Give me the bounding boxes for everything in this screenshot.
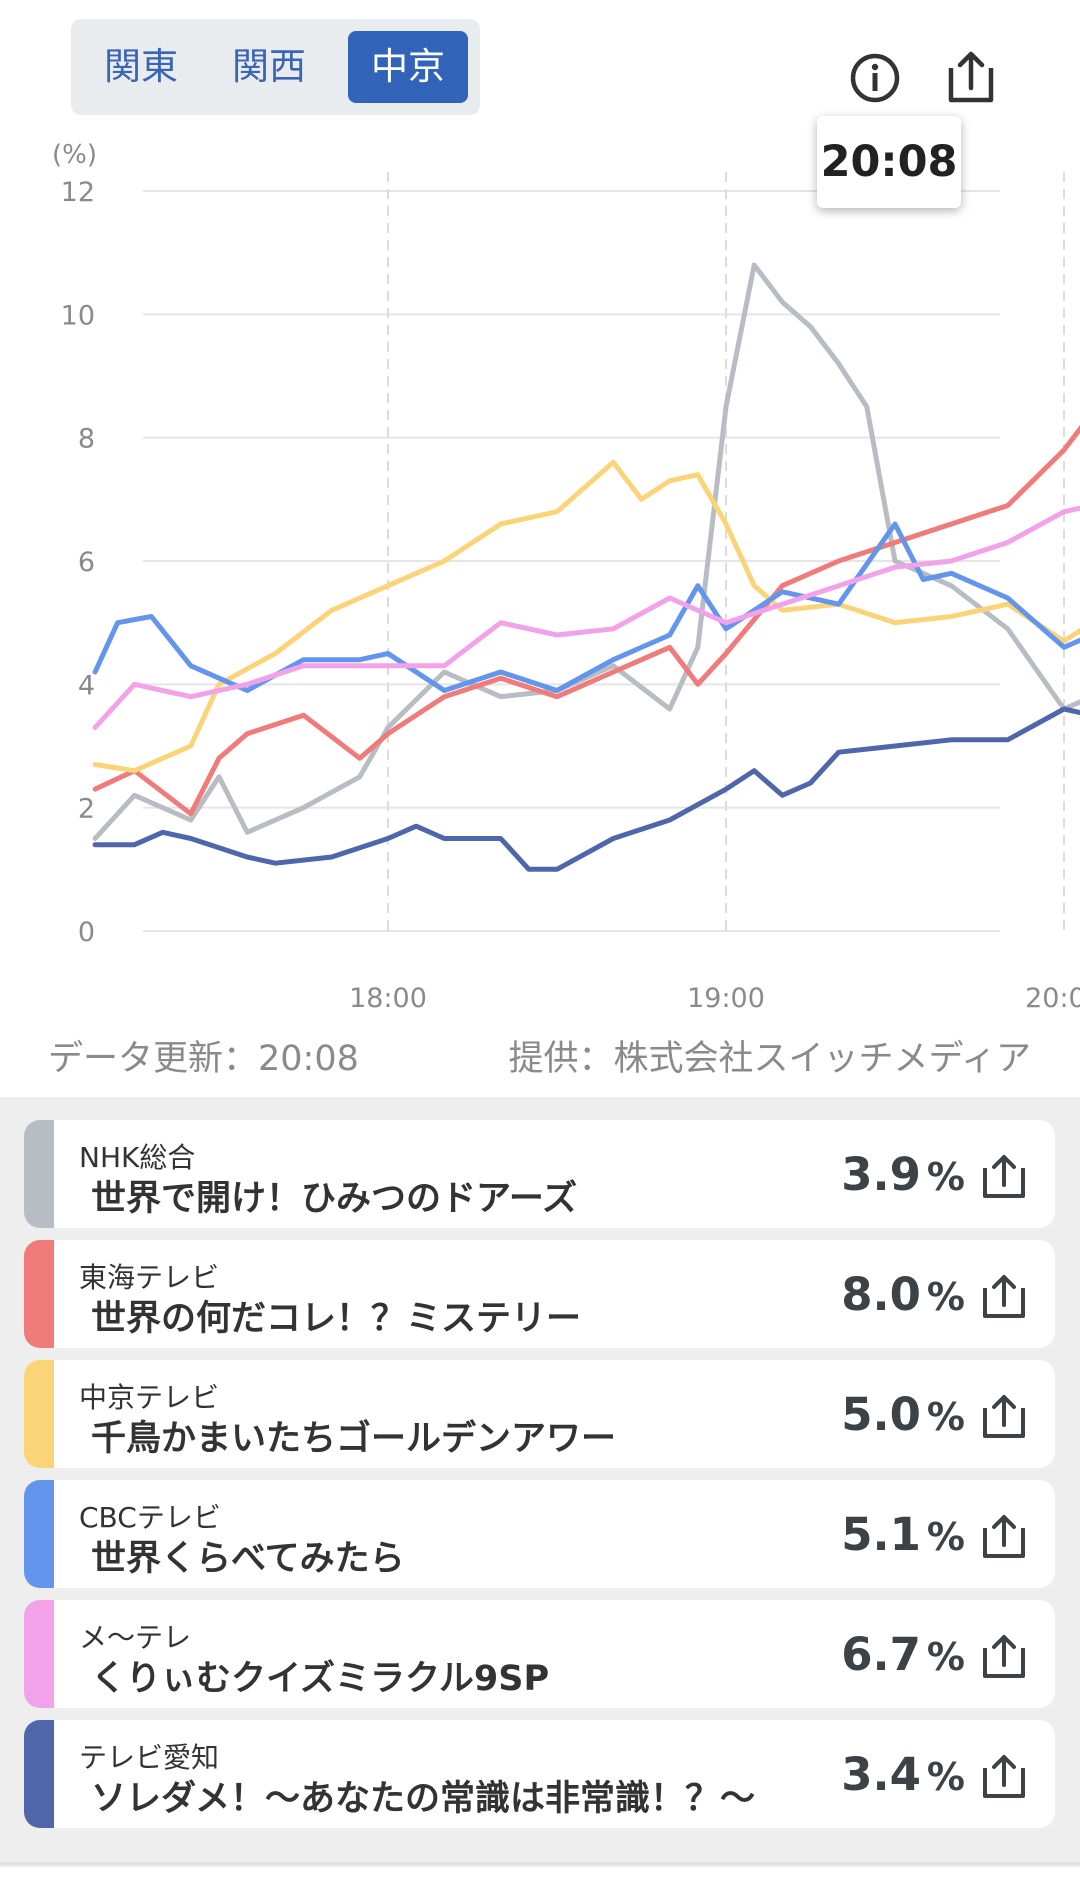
- series-line: [92, 521, 1080, 693]
- y-tick-label: 0: [78, 917, 95, 948]
- program-title: ソレダメ！〜あなたの常識は非常識！？〜: [91, 1779, 755, 1819]
- channel-color-stripe: [24, 1360, 54, 1468]
- time-tooltip: 20:08: [817, 116, 961, 208]
- provider-text: 提供：株式会社スイッチメディア: [508, 1039, 1031, 1079]
- program-card-tvaichi[interactable]: テレビ愛知 ソレダメ！〜あなたの常識は非常識！？〜 3.4%: [24, 1720, 1055, 1828]
- channel-color-stripe: [24, 1120, 54, 1228]
- share-icon[interactable]: [979, 1752, 1029, 1800]
- program-title: 世界で開け！ひみつのドアーズ: [91, 1179, 578, 1219]
- program-list: NHK総合 世界で開け！ひみつのドアーズ 3.9% 東海テレビ 世界の何だコレ！…: [0, 1097, 1080, 1867]
- share-icon[interactable]: [979, 1392, 1029, 1440]
- channel-color-stripe: [24, 1600, 54, 1708]
- y-axis-unit-label: (%): [52, 140, 97, 170]
- bottom-divider: [0, 1862, 1080, 1865]
- rating-value: 5.1%: [841, 1508, 965, 1561]
- channel-color-stripe: [24, 1720, 54, 1828]
- program-title: 千鳥かまいたちゴールデンアワー: [91, 1419, 617, 1459]
- y-tick-label: 8: [78, 424, 95, 455]
- rating-value: 3.9%: [841, 1148, 965, 1201]
- series-line: [92, 505, 1080, 730]
- series-line: [92, 424, 1080, 817]
- ratings-chart: 0 2 4 6 8 10 12 (%) 18:00 19:00 20:00: [52, 140, 1080, 1014]
- channel-name: 中京テレビ: [79, 1381, 220, 1414]
- x-tick-label: 18:00: [349, 983, 427, 1014]
- channel-name: メ〜テレ: [79, 1621, 192, 1654]
- channel-name: 東海テレビ: [79, 1261, 220, 1294]
- series-line: [92, 459, 1080, 774]
- tab-chukyo[interactable]: 中京: [348, 31, 468, 103]
- channel-color-stripe: [24, 1240, 54, 1348]
- info-icon[interactable]: [845, 48, 905, 108]
- y-tick-label: 10: [61, 300, 95, 331]
- channel-name: NHK総合: [79, 1141, 196, 1174]
- rating-value: 5.0%: [841, 1388, 965, 1441]
- y-tick-label: 2: [78, 794, 95, 825]
- program-card-cbc[interactable]: CBCテレビ 世界くらべてみたら 5.1%: [24, 1480, 1055, 1588]
- y-tick-label: 6: [78, 547, 95, 578]
- share-icon[interactable]: [979, 1512, 1029, 1560]
- tab-kansai[interactable]: 関西: [232, 45, 306, 88]
- program-title: 世界の何だコレ！？ミステリー: [91, 1299, 582, 1339]
- data-updated-text: データ更新：20:08: [48, 1039, 359, 1079]
- program-title: 世界くらべてみたら: [91, 1539, 405, 1579]
- series-line: [92, 706, 1080, 872]
- y-tick-label: 12: [61, 177, 95, 208]
- tab-kanto[interactable]: 関東: [104, 45, 178, 88]
- program-card-metele[interactable]: メ〜テレ くりぃむクイズミラクル9SP 6.7%: [24, 1600, 1055, 1708]
- program-card-tokai[interactable]: 東海テレビ 世界の何だコレ！？ミステリー 8.0%: [24, 1240, 1055, 1348]
- x-tick-label: 19:00: [687, 983, 765, 1014]
- channel-name: CBCテレビ: [79, 1501, 221, 1534]
- share-icon[interactable]: [979, 1272, 1029, 1320]
- series-line: [92, 262, 1080, 841]
- share-icon[interactable]: [941, 48, 1001, 108]
- share-icon[interactable]: [979, 1152, 1029, 1200]
- rating-value: 3.4%: [841, 1748, 965, 1801]
- channel-color-stripe: [24, 1480, 54, 1588]
- share-icon[interactable]: [979, 1632, 1029, 1680]
- rating-value: 8.0%: [841, 1268, 965, 1321]
- program-card-chukyo[interactable]: 中京テレビ 千鳥かまいたちゴールデンアワー 5.0%: [24, 1360, 1055, 1468]
- program-title: くりぃむクイズミラクル9SP: [91, 1659, 550, 1699]
- x-tick-label: 20:00: [1025, 983, 1080, 1014]
- program-card-nhk[interactable]: NHK総合 世界で開け！ひみつのドアーズ 3.9%: [24, 1120, 1055, 1228]
- region-tabs: 関東 関西 中京: [71, 19, 480, 115]
- y-tick-label: 4: [78, 670, 95, 701]
- rating-value: 6.7%: [841, 1628, 965, 1681]
- channel-name: テレビ愛知: [79, 1741, 220, 1774]
